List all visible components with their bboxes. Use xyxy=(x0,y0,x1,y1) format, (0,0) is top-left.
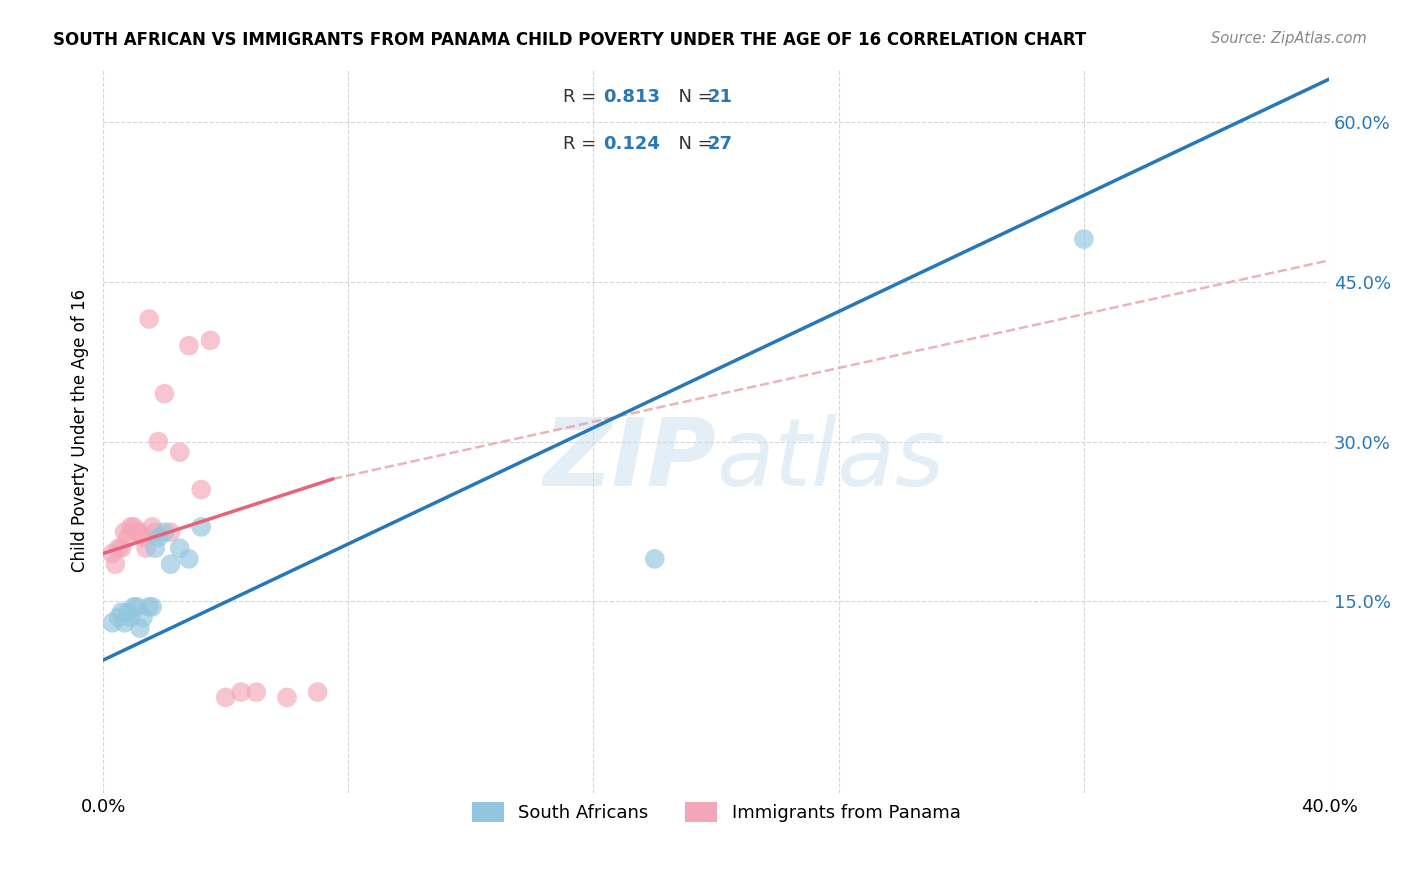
Point xyxy=(307,685,329,699)
Point xyxy=(148,434,170,449)
Point xyxy=(101,615,124,630)
Point xyxy=(159,525,181,540)
Point xyxy=(141,599,163,614)
Point xyxy=(122,520,145,534)
Text: N =: N = xyxy=(666,136,718,153)
Text: 0.813: 0.813 xyxy=(603,88,661,106)
Point xyxy=(245,685,267,699)
Point xyxy=(153,386,176,401)
Point xyxy=(107,610,129,624)
Point xyxy=(125,599,148,614)
Text: atlas: atlas xyxy=(716,415,945,506)
Text: 0.124: 0.124 xyxy=(603,136,661,153)
Point xyxy=(644,552,666,566)
Point xyxy=(276,690,298,705)
Point xyxy=(169,541,191,556)
Text: Source: ZipAtlas.com: Source: ZipAtlas.com xyxy=(1211,31,1367,46)
Text: R =: R = xyxy=(562,136,602,153)
Point xyxy=(177,552,200,566)
Point xyxy=(215,690,238,705)
Point xyxy=(1073,232,1095,246)
Y-axis label: Child Poverty Under the Age of 16: Child Poverty Under the Age of 16 xyxy=(72,289,89,573)
Point xyxy=(200,334,222,348)
Point xyxy=(122,599,145,614)
Text: ZIP: ZIP xyxy=(543,414,716,506)
Point xyxy=(117,531,139,545)
Point xyxy=(110,605,132,619)
Point xyxy=(104,557,127,571)
Point xyxy=(101,547,124,561)
Point xyxy=(110,541,132,556)
Point xyxy=(153,525,176,540)
Point xyxy=(135,541,157,556)
Point xyxy=(138,312,160,326)
Point xyxy=(125,525,148,540)
Point xyxy=(114,615,136,630)
Point xyxy=(129,621,152,635)
Text: 21: 21 xyxy=(707,88,733,106)
Point xyxy=(141,520,163,534)
Point xyxy=(190,520,212,534)
Point xyxy=(117,605,139,619)
Point xyxy=(159,557,181,571)
Point xyxy=(107,541,129,556)
Point xyxy=(129,525,152,540)
Point xyxy=(120,520,142,534)
Text: N =: N = xyxy=(666,88,718,106)
Point xyxy=(143,525,166,540)
Point xyxy=(169,445,191,459)
Text: 27: 27 xyxy=(707,136,733,153)
Point xyxy=(148,531,170,545)
Point xyxy=(177,339,200,353)
Point xyxy=(143,541,166,556)
Point xyxy=(132,610,155,624)
Legend: South Africans, Immigrants from Panama: South Africans, Immigrants from Panama xyxy=(458,789,973,835)
Point xyxy=(114,525,136,540)
Point xyxy=(132,531,155,545)
Text: SOUTH AFRICAN VS IMMIGRANTS FROM PANAMA CHILD POVERTY UNDER THE AGE OF 16 CORREL: SOUTH AFRICAN VS IMMIGRANTS FROM PANAMA … xyxy=(53,31,1087,49)
Point xyxy=(229,685,252,699)
Point xyxy=(120,610,142,624)
Point xyxy=(138,599,160,614)
Text: R =: R = xyxy=(562,88,602,106)
Point xyxy=(190,483,212,497)
